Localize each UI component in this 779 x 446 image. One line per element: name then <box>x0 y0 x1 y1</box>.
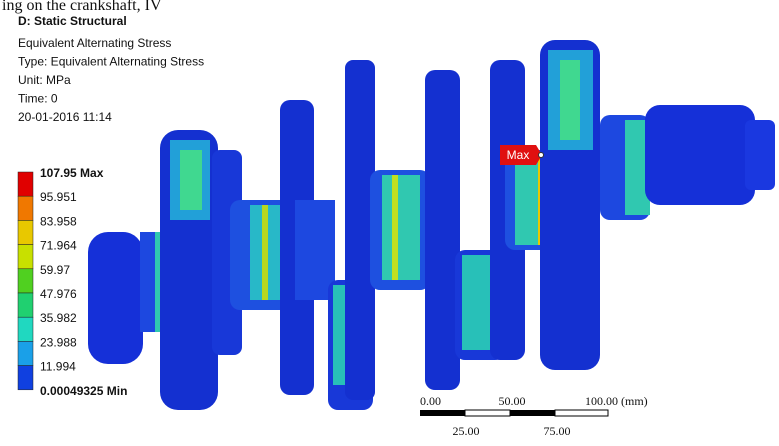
legend-swatch <box>17 195 34 221</box>
legend-swatch <box>17 292 34 318</box>
header-line: Time: 0 <box>18 92 58 106</box>
scale-label: 75.00 <box>544 424 571 438</box>
legend-label: 71.964 <box>40 239 77 253</box>
legend-swatch <box>17 220 34 245</box>
legend-label: 95.951 <box>40 190 77 204</box>
crankshaft-model <box>88 40 775 410</box>
legend-label: 23.988 <box>40 335 77 349</box>
legend-swatch <box>17 316 34 342</box>
legend-swatch <box>17 244 34 270</box>
legend-swatch <box>17 365 34 391</box>
legend-label: 0.00049325 Min <box>40 384 127 398</box>
scale-bar <box>420 409 609 417</box>
legend-swatch <box>17 268 34 294</box>
legend-label: 59.97 <box>40 263 70 277</box>
max-probe: Max <box>500 145 544 165</box>
legend-label: 107.95 Max <box>40 166 104 180</box>
legend-swatch <box>17 171 34 197</box>
legend-label: 83.958 <box>40 214 77 228</box>
scale-label: 50.00 <box>499 394 526 408</box>
caption-fragment: ing on the crankshaft, IV <box>2 0 162 14</box>
header-line: Equivalent Alternating Stress <box>18 36 171 50</box>
scale-label: 100.00 (mm) <box>585 394 648 408</box>
header-line: Unit: MPa <box>18 73 71 87</box>
header-line: 20-01-2016 11:14 <box>18 110 112 124</box>
scale-label: 25.00 <box>453 424 480 438</box>
result-title: D: Static Structural <box>18 14 127 28</box>
legend-label: 11.994 <box>40 360 76 374</box>
scale-label: 0.00 <box>420 394 441 408</box>
header-line: Type: Equivalent Alternating Stress <box>18 55 204 69</box>
legend-swatch <box>17 341 34 366</box>
max-label: Max <box>507 148 530 162</box>
legend-label: 35.982 <box>40 311 77 325</box>
legend-label: 47.976 <box>40 287 77 301</box>
